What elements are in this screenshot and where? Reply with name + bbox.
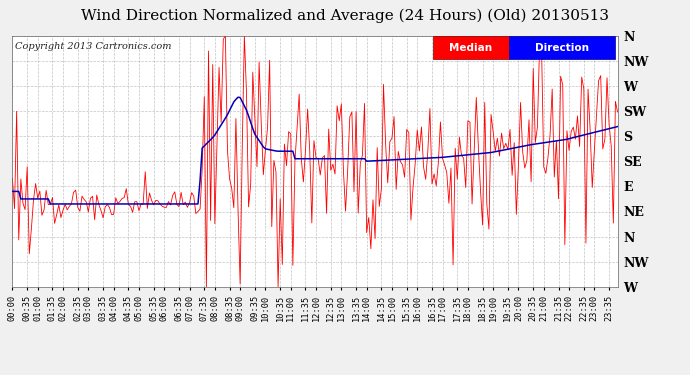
Text: Copyright 2013 Cartronics.com: Copyright 2013 Cartronics.com — [15, 42, 172, 51]
FancyBboxPatch shape — [433, 36, 509, 60]
Text: Wind Direction Normalized and Average (24 Hours) (Old) 20130513: Wind Direction Normalized and Average (2… — [81, 9, 609, 23]
Text: Median: Median — [449, 43, 493, 52]
Text: Direction: Direction — [535, 43, 589, 52]
FancyBboxPatch shape — [509, 36, 615, 60]
